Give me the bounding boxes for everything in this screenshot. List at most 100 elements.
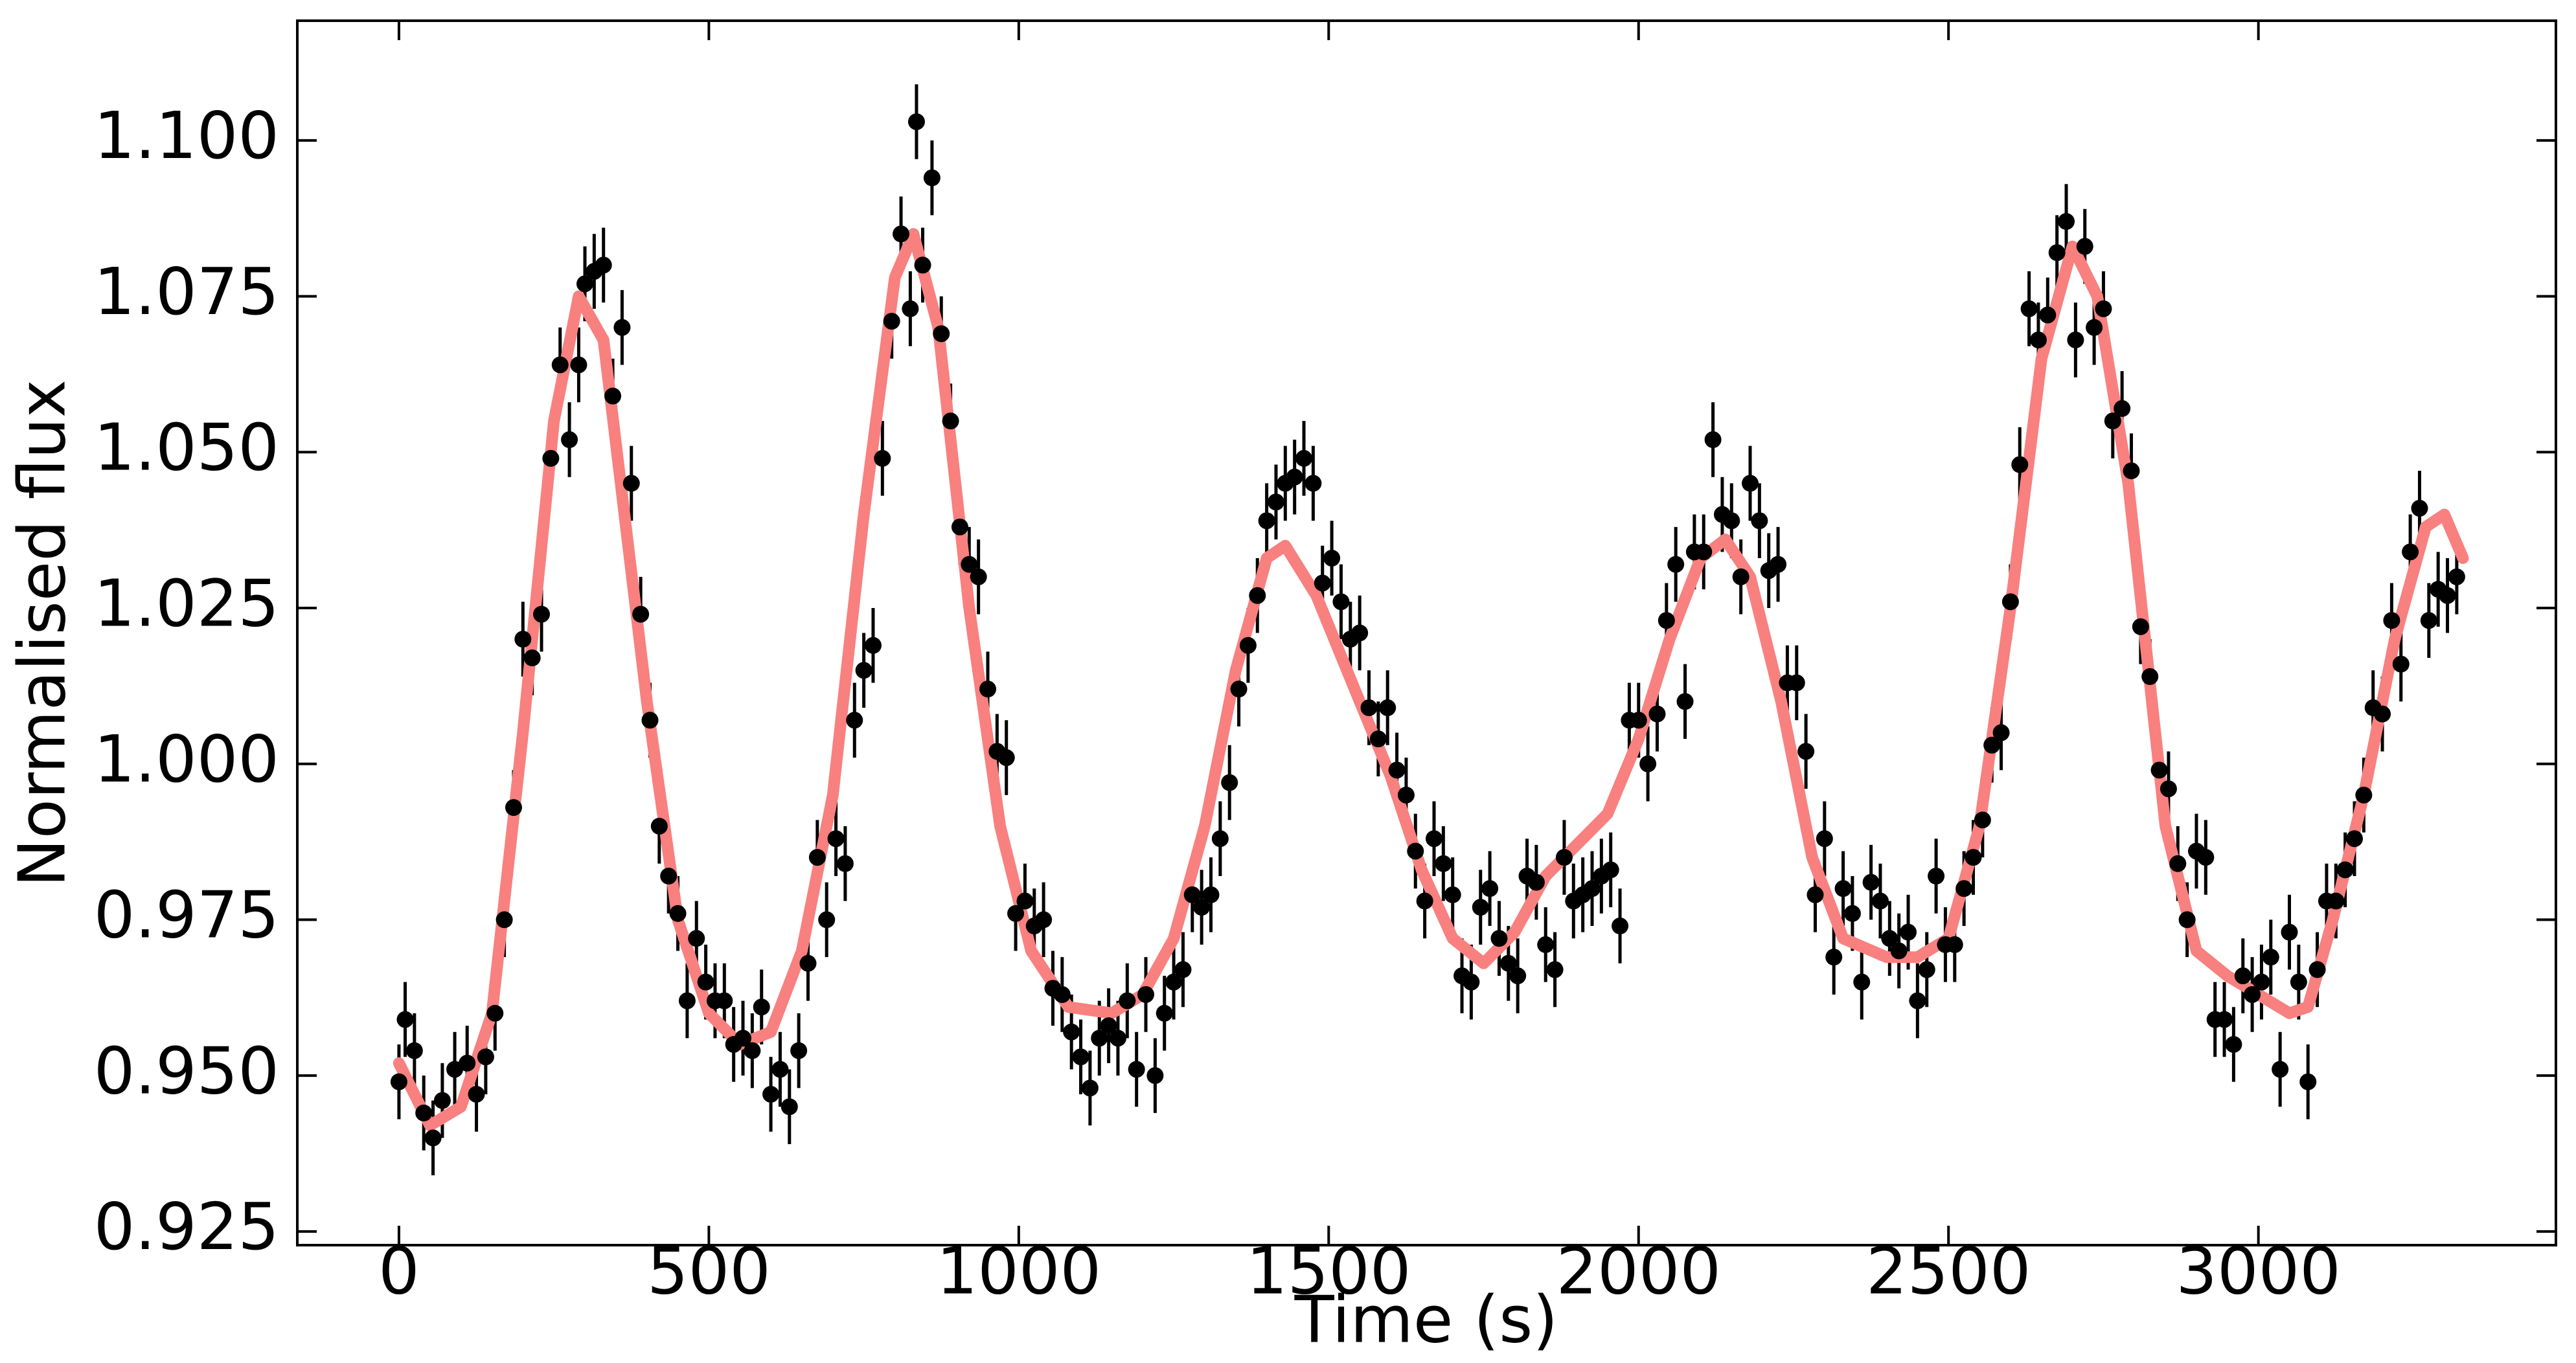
data-point <box>2197 849 2215 866</box>
data-point <box>2160 780 2177 798</box>
data-point <box>1416 892 1433 910</box>
data-point <box>1481 880 1499 897</box>
data-point <box>1788 674 1805 692</box>
data-point <box>1583 880 1601 897</box>
data-point <box>771 1061 789 1078</box>
data-point <box>2336 861 2354 879</box>
data-point <box>942 412 959 430</box>
data-point <box>2346 830 2364 848</box>
data-point <box>2076 238 2093 255</box>
data-point <box>2169 855 2187 872</box>
data-point <box>1946 936 1963 953</box>
data-point <box>1388 761 1406 779</box>
data-point <box>799 954 817 972</box>
data-point <box>1444 886 1461 903</box>
data-point <box>2327 892 2345 910</box>
data-point <box>396 1011 414 1028</box>
data-point <box>477 1048 494 1066</box>
data-point <box>1843 905 1861 922</box>
y-tick-label: 1.075 <box>94 254 279 330</box>
data-point <box>1267 493 1284 511</box>
y-tick-label: 0.925 <box>94 1189 279 1265</box>
data-point <box>1509 967 1527 985</box>
data-point <box>1146 1067 1164 1085</box>
data-point <box>1834 880 1852 897</box>
data-point <box>818 911 836 929</box>
data-point <box>1379 699 1396 717</box>
data-point <box>893 225 910 243</box>
data-point <box>486 1004 504 1022</box>
data-point <box>1974 811 1991 829</box>
data-point <box>1425 830 1442 848</box>
data-point <box>1853 973 1871 991</box>
data-point <box>1965 849 1982 866</box>
data-point <box>688 930 705 947</box>
data-point <box>533 605 551 623</box>
data-point <box>2086 319 2103 336</box>
data-point <box>505 799 522 817</box>
data-point <box>1165 973 1183 991</box>
data-point <box>1751 512 1768 530</box>
data-point <box>2244 986 2261 1003</box>
data-point <box>855 662 872 679</box>
data-point <box>1156 1004 1173 1022</box>
data-point <box>744 1042 761 1059</box>
data-point <box>883 313 900 330</box>
data-point <box>415 1104 433 1121</box>
data-point <box>1239 636 1257 654</box>
data-point <box>716 992 733 1009</box>
data-point <box>2020 300 2038 317</box>
data-point <box>496 911 513 929</box>
data-point <box>1119 992 1136 1009</box>
data-point <box>1807 886 1824 903</box>
data-point <box>1918 961 1935 978</box>
data-point <box>970 568 987 585</box>
data-point <box>1527 873 1545 891</box>
data-point <box>1091 1030 1108 1047</box>
data-point <box>1667 556 1685 573</box>
data-point <box>2225 1035 2242 1053</box>
data-point <box>2095 300 2112 317</box>
data-point <box>2355 786 2373 804</box>
data-point <box>433 1092 451 1109</box>
data-point <box>2290 973 2307 991</box>
data-point <box>523 649 541 667</box>
data-point <box>1016 892 1034 910</box>
data-point <box>2281 923 2298 941</box>
data-point <box>405 1042 423 1059</box>
data-point <box>1612 918 1629 935</box>
data-point <box>781 1098 798 1116</box>
data-point <box>1537 936 1555 953</box>
data-point <box>1072 1048 1089 1066</box>
data-point <box>2420 612 2437 629</box>
data-point <box>2029 331 2047 348</box>
data-point <box>650 817 668 835</box>
data-point <box>1992 724 2010 741</box>
data-point <box>2123 462 2140 480</box>
data-point <box>1128 1061 1145 1078</box>
data-point <box>1928 868 1945 885</box>
data-point <box>542 449 560 467</box>
data-point <box>1871 892 1889 910</box>
data-point <box>514 631 532 648</box>
data-point <box>1555 849 1573 866</box>
data-point <box>2216 1011 2233 1028</box>
data-point <box>1695 543 1713 561</box>
data-point <box>1063 1023 1080 1041</box>
data-point <box>2234 967 2251 985</box>
data-point <box>1351 624 1369 642</box>
data-point <box>1900 923 1917 941</box>
data-point <box>551 356 569 374</box>
data-point <box>2272 1061 2289 1078</box>
data-point <box>660 868 678 885</box>
data-point <box>697 973 714 991</box>
data-point <box>2299 1073 2317 1090</box>
data-point <box>2132 618 2149 635</box>
data-point <box>1546 961 1564 978</box>
data-point <box>1183 886 1201 903</box>
data-point <box>1174 961 1192 978</box>
data-point <box>1463 973 1480 991</box>
data-point <box>446 1061 464 1078</box>
data-point <box>604 387 622 405</box>
data-point <box>753 998 770 1016</box>
